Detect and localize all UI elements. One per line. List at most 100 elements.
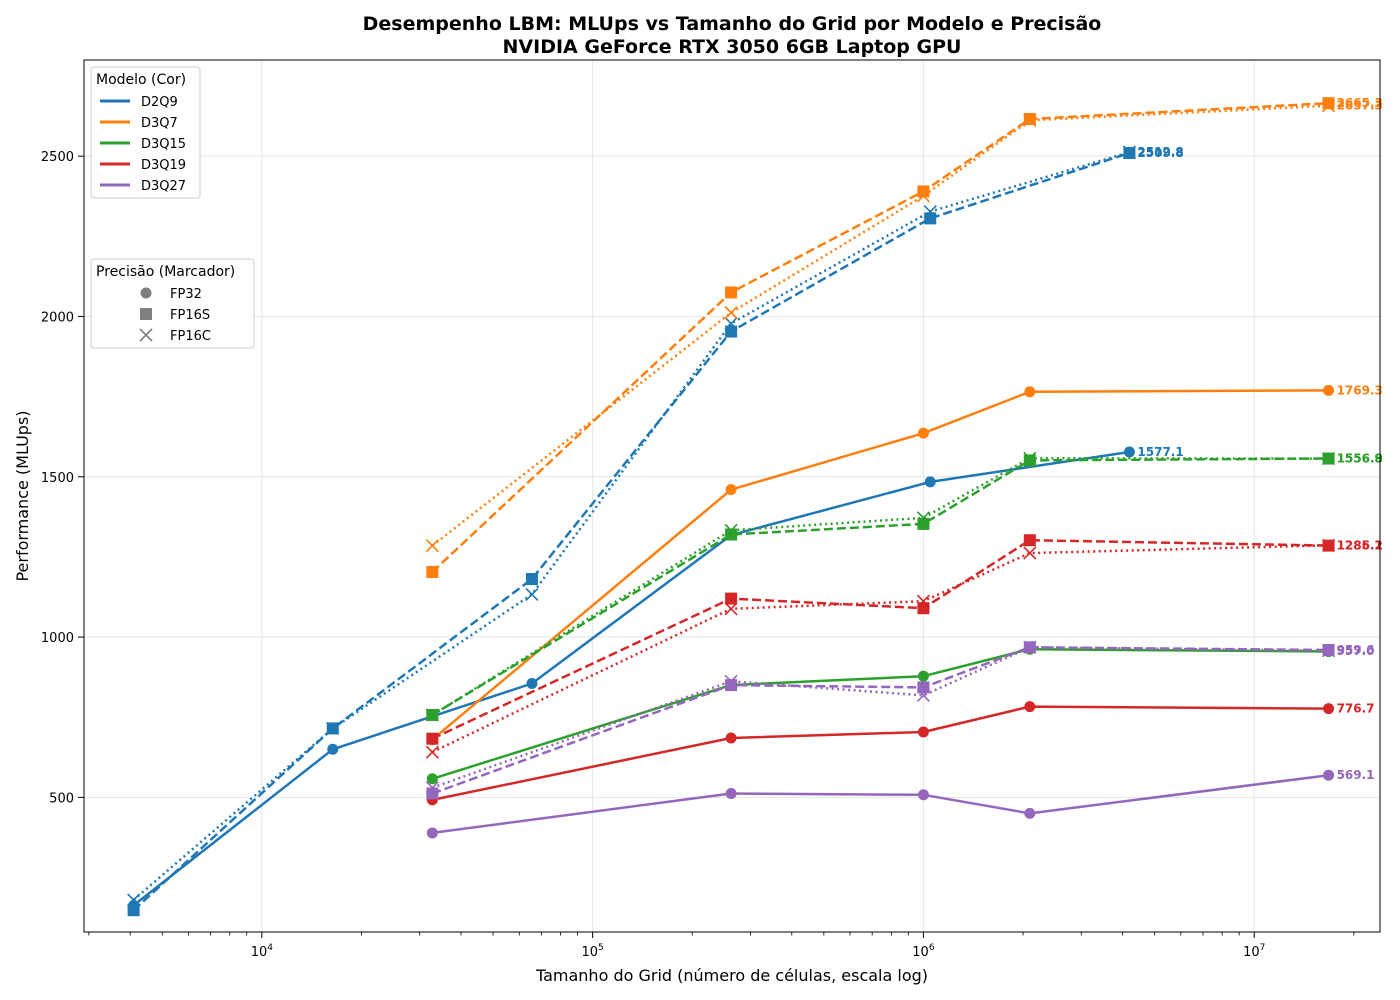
marker-x-stroke bbox=[1321, 644, 1336, 658]
data-point-d2q9-fp16c bbox=[525, 587, 539, 601]
data-point-d3q19-fp16c bbox=[1023, 546, 1037, 560]
marker-x-stroke bbox=[916, 594, 930, 608]
data-point-d3q27-fp16s bbox=[426, 787, 439, 800]
data-point-d3q15-fp32 bbox=[426, 773, 438, 785]
legend-label-fp16c: FP16C bbox=[170, 329, 211, 344]
end-value-label-d2q9-fp16s: 2509.8 bbox=[1137, 146, 1183, 160]
series-d3q15-fp16s: 1556.9 bbox=[426, 452, 1383, 721]
data-point-d3q7-fp32 bbox=[1323, 384, 1335, 396]
data-point-d2q9-fp32 bbox=[526, 678, 538, 690]
data-point-d3q7-fp16s bbox=[1322, 97, 1335, 110]
data-point-d3q27-fp16c bbox=[916, 688, 930, 702]
series-d3q19-fp32: 776.7 bbox=[426, 701, 1375, 806]
series-d2q9-fp32: 1577.1 bbox=[128, 445, 1184, 911]
legend-label-d3q27: D3Q27 bbox=[141, 179, 186, 194]
legend-label-fp16s: FP16S bbox=[170, 308, 210, 323]
end-value-label-d2q9-fp16c: 2512.8 bbox=[1137, 145, 1183, 159]
series-d3q15-fp16c: 1556.8 bbox=[425, 451, 1383, 722]
data-point-d3q19-fp32 bbox=[1323, 703, 1335, 715]
marker-x-stroke bbox=[916, 511, 930, 525]
marker-x-stroke bbox=[1321, 99, 1336, 113]
legend-precision: Precisão (Marcador) FP32 FP16S FP16C bbox=[90, 258, 255, 349]
data-point-d3q7-fp16c bbox=[1321, 99, 1336, 113]
data-point-d3q27-fp32 bbox=[725, 788, 737, 800]
y-axis-label: Performance (MLUps) bbox=[13, 410, 32, 581]
legend-label-d3q15: D3Q15 bbox=[141, 137, 186, 152]
data-point-d3q19-fp32 bbox=[917, 726, 929, 738]
data-point-d3q27-fp32 bbox=[917, 789, 929, 801]
series-d3q27-fp16c: 957.0 bbox=[425, 640, 1375, 795]
data-point-d3q19-fp16s bbox=[426, 732, 439, 745]
legend-label-d2q9: D2Q9 bbox=[141, 95, 178, 110]
data-point-d3q27-fp32 bbox=[1323, 769, 1335, 781]
data-point-d3q7-fp16s bbox=[426, 565, 439, 578]
data-point-d3q27-fp32 bbox=[1024, 807, 1036, 819]
series-d3q27-fp32: 569.1 bbox=[426, 768, 1375, 839]
marker-x-stroke bbox=[916, 189, 930, 203]
end-value-label-d2q9-fp32: 1577.1 bbox=[1137, 445, 1183, 459]
marker-x-stroke bbox=[724, 602, 738, 616]
series-d3q7-fp16s: 2665.3 bbox=[426, 96, 1383, 578]
chart-subtitle: NVIDIA GeForce RTX 3050 6GB Laptop GPU bbox=[503, 36, 962, 58]
data-point-d3q19-fp16s bbox=[917, 602, 930, 615]
data-point-d3q15-fp16c bbox=[1321, 451, 1336, 466]
end-value-label-d3q27-fp16c: 957.0 bbox=[1337, 644, 1375, 658]
end-value-label-d3q7-fp32: 1769.3 bbox=[1337, 383, 1383, 397]
data-point-d3q15-fp16c bbox=[425, 708, 439, 722]
legend-marker-fp32 bbox=[140, 287, 152, 299]
legend-marker-fp16c bbox=[139, 328, 153, 342]
data-point-d3q15-fp16c bbox=[724, 523, 738, 537]
data-point-d3q15-fp32 bbox=[917, 670, 929, 682]
chart-title: Desempenho LBM: MLUps vs Tamanho do Grid… bbox=[363, 13, 1102, 35]
data-point-d3q19-fp16c bbox=[916, 594, 930, 608]
marker-x-stroke bbox=[425, 781, 439, 795]
series-line-d2q9-fp16s bbox=[132, 151, 1130, 912]
marker-x-stroke bbox=[724, 523, 738, 537]
legend-precision-title: Precisão (Marcador) bbox=[96, 264, 235, 280]
marker-x-stroke bbox=[923, 205, 937, 219]
series-line-d3q7-fp16s bbox=[431, 101, 1329, 573]
x-tick-label: 104 bbox=[251, 943, 274, 960]
series-d3q15-fp32 bbox=[426, 643, 1335, 785]
series-line-d3q27-fp16c bbox=[431, 646, 1329, 789]
data-point-d3q27-fp32 bbox=[426, 827, 438, 839]
marker-x-stroke bbox=[724, 316, 738, 331]
series-line-d3q15-fp16c bbox=[431, 456, 1329, 717]
data-point-d2q9-fp32 bbox=[924, 476, 936, 488]
marker-x-stroke bbox=[1023, 113, 1037, 127]
marker-x-stroke bbox=[326, 721, 340, 735]
marker-x-stroke bbox=[1321, 538, 1336, 552]
data-point-d2q9-fp16s bbox=[725, 325, 738, 338]
data-point-d3q19-fp32 bbox=[1024, 701, 1036, 713]
grid-lines bbox=[84, 60, 1380, 932]
data-point-d3q7-fp16c bbox=[724, 306, 738, 320]
data-point-d3q19-fp16s bbox=[725, 592, 738, 605]
series-d3q19-fp16s: 1285.2 bbox=[426, 534, 1383, 745]
y-tick-label: 1000 bbox=[41, 631, 74, 646]
x-axis-label: Tamanho do Grid (número de células, esca… bbox=[535, 966, 928, 985]
series-d3q7-fp32: 1769.3 bbox=[426, 383, 1383, 746]
data-point-d3q19-fp16c bbox=[1321, 538, 1336, 552]
data-point-d3q27-fp16c bbox=[724, 674, 738, 688]
y-tick-label: 1500 bbox=[41, 471, 74, 486]
marker-x-stroke bbox=[1023, 451, 1037, 465]
x-tick-label: 106 bbox=[912, 943, 935, 960]
end-value-label-d3q27-fp32: 569.1 bbox=[1337, 768, 1375, 782]
data-point-d3q27-fp16c bbox=[425, 781, 439, 795]
marker-x-stroke bbox=[425, 539, 439, 553]
data-point-d3q7-fp16s bbox=[917, 185, 930, 198]
data-point-d3q7-fp32 bbox=[725, 484, 737, 496]
end-value-label-d3q7-fp16s: 2665.3 bbox=[1337, 96, 1383, 110]
marker-x-stroke bbox=[425, 708, 439, 722]
marker-x-stroke bbox=[724, 674, 738, 688]
data-point-d2q9-fp16c bbox=[724, 316, 738, 331]
data-point-d3q15-fp16s bbox=[917, 517, 930, 530]
data-point-d3q15-fp16c bbox=[1023, 451, 1037, 465]
series-d3q7-fp16c: 2657.3 bbox=[425, 99, 1383, 553]
end-value-label-d3q15-fp16s: 1556.9 bbox=[1337, 452, 1383, 466]
marker-x-stroke bbox=[127, 893, 141, 907]
series-line-d3q7-fp16c bbox=[431, 104, 1329, 547]
